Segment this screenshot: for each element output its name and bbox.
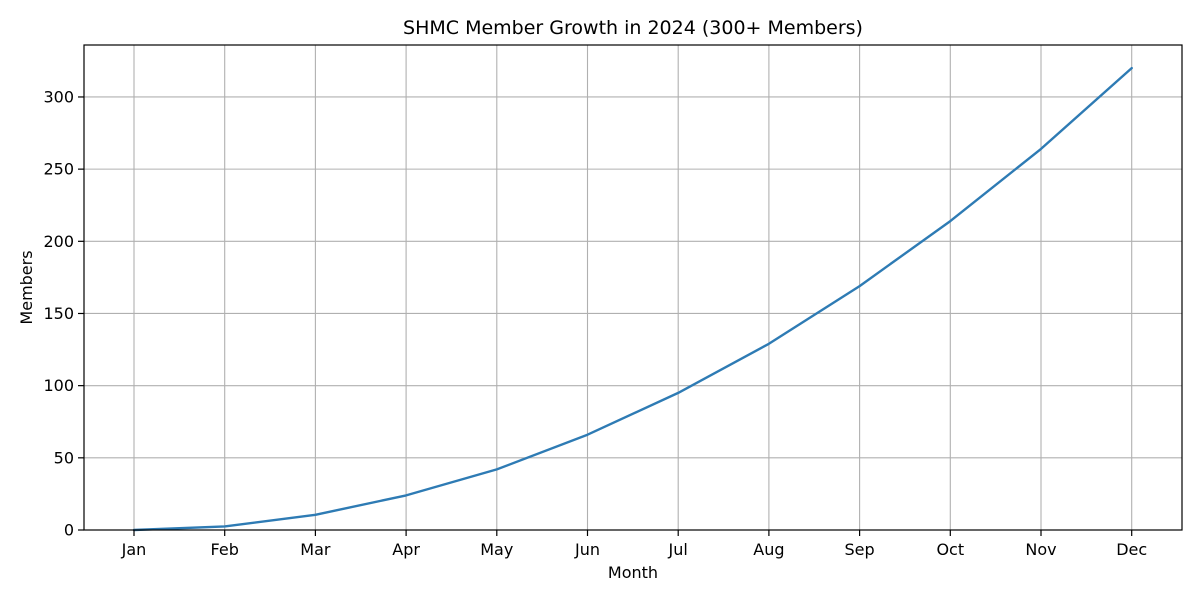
axes-frame bbox=[83, 44, 1183, 531]
x-tick-label: Oct bbox=[936, 540, 964, 559]
x-tick-label: Mar bbox=[300, 540, 331, 559]
x-tick-label: Apr bbox=[392, 540, 420, 559]
x-tick-label: Aug bbox=[753, 540, 784, 559]
x-tick-label: Jul bbox=[668, 540, 688, 559]
y-tick-label: 200 bbox=[43, 232, 74, 251]
x-tick-label: Dec bbox=[1116, 540, 1147, 559]
y-axis-label: Members bbox=[17, 250, 36, 324]
x-tick-label: Nov bbox=[1025, 540, 1056, 559]
tick-layer: Jan Feb Mar Apr May Jun Jul Aug Sep Oct Nov Dec 0 50 1… bbox=[43, 87, 1147, 559]
y-tick-label: 250 bbox=[43, 160, 74, 179]
y-tick-label: 300 bbox=[43, 87, 74, 106]
grid-lines bbox=[84, 45, 1182, 531]
x-tick-label: Jan bbox=[121, 540, 147, 559]
y-tick-label: 50 bbox=[54, 448, 74, 467]
x-tick-label: Jun bbox=[574, 540, 600, 559]
chart-title: SHMC Member Growth in 2024 (300+ Members… bbox=[403, 17, 863, 39]
x-tick-label: Feb bbox=[211, 540, 239, 559]
series-line bbox=[132, 66, 1133, 532]
y-tick-label: 0 bbox=[64, 521, 74, 540]
x-tick-label: May bbox=[480, 540, 513, 559]
x-tick-label: Sep bbox=[845, 540, 875, 559]
y-tick-label: 100 bbox=[43, 376, 74, 395]
x-axis-label: Month bbox=[608, 563, 658, 582]
y-tick-label: 150 bbox=[43, 304, 74, 323]
series-layer bbox=[132, 66, 1133, 532]
